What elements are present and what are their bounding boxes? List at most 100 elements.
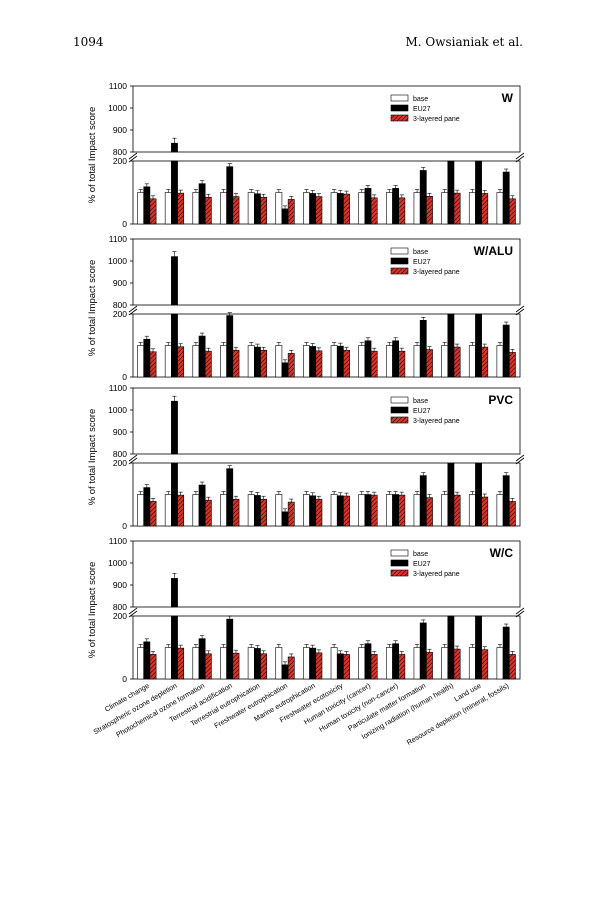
upper-frame	[132, 540, 521, 608]
bar-eu27	[309, 647, 317, 680]
bar-base	[358, 345, 366, 378]
bar-eu27	[171, 462, 178, 527]
bar-base	[358, 192, 366, 225]
y-tick-label: 800	[113, 602, 127, 612]
bar-3-layered-pane	[177, 494, 185, 527]
bar-3-layered-pane	[481, 496, 489, 527]
bar-base	[220, 647, 227, 680]
bar-3-layered-pane	[370, 494, 378, 527]
legend-swatch	[390, 549, 409, 557]
bar-eu27	[226, 315, 234, 378]
bar-3-layered-pane	[453, 648, 461, 680]
y-tick-label: 200	[113, 611, 127, 621]
bar-eu27	[143, 186, 151, 225]
bar-base	[441, 647, 449, 680]
bar-base	[386, 647, 393, 680]
bar-eu27	[364, 494, 372, 527]
bar-eu27	[281, 664, 289, 680]
bar-base	[275, 345, 283, 378]
bar-base	[247, 494, 255, 527]
legend-label: EU27	[413, 259, 431, 266]
bar-3-layered-pane	[204, 499, 212, 527]
bar-base	[247, 647, 255, 680]
bar-3-layered-pane	[343, 654, 350, 680]
y-tick-label: 1000	[108, 103, 127, 113]
bar-eu27	[447, 160, 455, 225]
bar-3-layered-pane	[287, 353, 295, 378]
bar-3-layered-pane	[149, 501, 157, 527]
bar-eu27	[281, 511, 289, 527]
y-tick-label: 800	[113, 449, 127, 459]
bar-base	[164, 192, 172, 225]
bar-3-layered-pane	[177, 647, 185, 680]
axis-break-mark	[515, 457, 525, 465]
bar-base	[358, 647, 366, 680]
bar-3-layered-pane	[149, 654, 157, 680]
bar-3-layered-pane	[370, 197, 378, 225]
bar-3-layered-pane	[398, 197, 406, 225]
bar-eu27	[336, 653, 344, 680]
lower-frame	[132, 615, 521, 680]
y-tick-label: 800	[113, 300, 127, 310]
axis-break-mark	[515, 155, 525, 163]
legend-swatch	[390, 267, 409, 275]
bar-base	[137, 345, 145, 378]
panel-label: W/ALU	[474, 244, 513, 258]
bar-base	[386, 345, 393, 378]
bar-eu27	[336, 345, 344, 378]
axis-break-mark	[128, 454, 138, 462]
bar-base	[192, 192, 200, 225]
legend-label: base	[413, 96, 428, 103]
bar-base	[137, 647, 145, 680]
bar-3-layered-pane	[426, 349, 433, 378]
legend-label: EU27	[413, 561, 431, 568]
bar-base	[413, 192, 421, 225]
bar-eu27	[475, 462, 482, 527]
y-tick-label: 0	[122, 219, 127, 229]
axis-break-mark	[515, 305, 525, 313]
bar-eu27	[392, 494, 400, 527]
bar-eu27	[419, 475, 427, 527]
upper-frame	[132, 85, 521, 153]
bar-3-layered-pane	[508, 198, 516, 225]
bar-3-layered-pane	[315, 652, 323, 680]
bar-base	[137, 192, 145, 225]
bar-3-layered-pane	[343, 193, 350, 225]
bar-eu27	[392, 188, 400, 225]
bar-eu27	[309, 346, 317, 378]
y-tick-label: 900	[113, 580, 127, 590]
bar-base	[330, 345, 338, 378]
bar-3-layered-pane	[453, 346, 461, 378]
bar-eu27	[143, 487, 151, 527]
bar-base	[468, 192, 476, 225]
bar-eu27	[502, 324, 510, 378]
bar-base	[330, 647, 338, 680]
bar-3-layered-pane	[149, 351, 157, 378]
bar-eu27	[364, 340, 372, 378]
y-tick-label: 200	[113, 156, 127, 166]
bar-eu27	[475, 313, 482, 378]
bar-eu27	[364, 643, 372, 680]
bar-3-layered-pane	[398, 350, 406, 378]
bar-3-layered-pane	[260, 653, 267, 680]
bar-base	[137, 494, 145, 527]
y-axis-label: % of total Impact score	[87, 409, 98, 506]
bar-base	[192, 647, 200, 680]
legend-swatch	[390, 569, 409, 577]
bar-eu27	[226, 468, 234, 527]
bar-base	[247, 345, 255, 378]
lower-frame	[132, 313, 521, 378]
bar-base	[303, 494, 310, 527]
bar-eu27	[447, 313, 455, 378]
bar-eu27	[253, 193, 261, 225]
bar-3-layered-pane	[287, 656, 295, 680]
bar-3-layered-pane	[260, 196, 267, 225]
bar-3-layered-pane	[260, 498, 267, 527]
bar-base	[330, 494, 338, 527]
bar-base	[386, 494, 393, 527]
bar-3-layered-pane	[204, 350, 212, 378]
legend-label: 3-layered pane	[413, 269, 460, 276]
legend-swatch	[390, 406, 409, 414]
axis-break-mark	[128, 305, 138, 313]
bar-base	[413, 345, 421, 378]
